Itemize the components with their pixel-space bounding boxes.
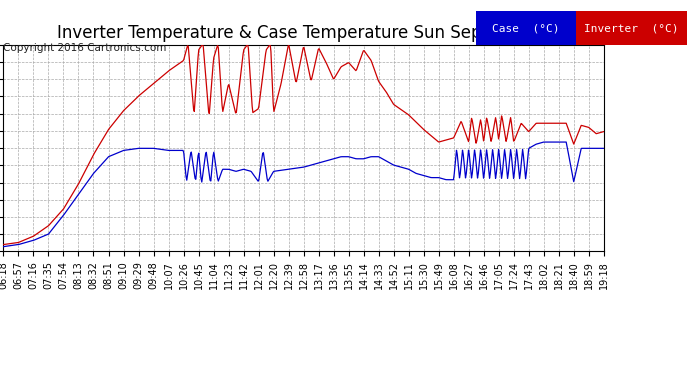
Text: Inverter  (°C): Inverter (°C) — [584, 23, 678, 33]
Title: Inverter Temperature & Case Temperature Sun Sep 4 19:22: Inverter Temperature & Case Temperature … — [57, 24, 551, 42]
Text: Copyright 2016 Cartronics.com: Copyright 2016 Cartronics.com — [3, 43, 167, 53]
Text: Case  (°C): Case (°C) — [493, 23, 560, 33]
